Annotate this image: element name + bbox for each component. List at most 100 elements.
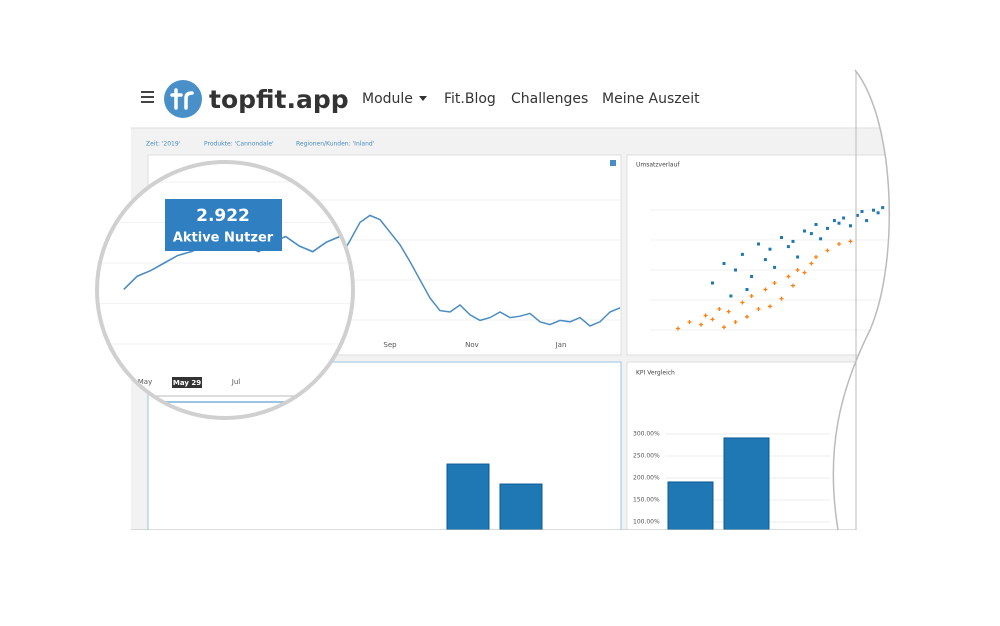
point [826, 226, 829, 230]
tooltip-value: 2.922 [196, 206, 250, 226]
x-tick-label: Nov [465, 341, 479, 349]
point [756, 307, 761, 311]
point [699, 322, 703, 327]
y-tick-label: 150.00% [633, 497, 660, 504]
point [745, 314, 749, 319]
point [802, 270, 807, 275]
bar [499, 483, 543, 530]
point [676, 326, 680, 331]
nav-item[interactable]: Challenges [511, 91, 588, 107]
point [872, 208, 875, 212]
point [865, 219, 869, 223]
point [734, 268, 737, 272]
torn-edge-cover [833, 60, 1000, 530]
point [837, 221, 841, 225]
point [786, 245, 790, 249]
point [763, 258, 767, 262]
bar [446, 463, 490, 530]
point [842, 216, 846, 220]
point [825, 248, 830, 253]
point [876, 211, 880, 215]
point [796, 255, 800, 259]
magnifier-ring [95, 160, 355, 420]
point [832, 219, 836, 223]
y-tick-label: 100.00% [633, 519, 660, 526]
bar [723, 437, 770, 530]
point [855, 213, 859, 217]
point [779, 296, 784, 301]
nav-item[interactable]: Module [362, 91, 413, 107]
point [791, 283, 795, 288]
y-tick-label: 300.00% [633, 431, 660, 438]
point [780, 236, 783, 239]
point [768, 304, 772, 309]
point [710, 317, 715, 322]
expand-icon[interactable] [610, 160, 616, 166]
point [703, 313, 708, 318]
dashboard: topfit.app Module Fit.Blog Challenges Me… [131, 71, 929, 530]
point [809, 232, 813, 236]
nav-item[interactable]: Fit.Blog [444, 91, 496, 107]
point [711, 281, 714, 285]
logo-icon [164, 80, 202, 118]
point [687, 320, 692, 324]
panel-title: KPI Vergleich [636, 370, 675, 377]
point [745, 288, 749, 291]
panel-title: Umsatzverlauf [636, 162, 680, 169]
tooltip-label: Aktive Nutzer [173, 231, 274, 246]
navbar [131, 71, 929, 128]
point [763, 287, 768, 292]
y-tick-label: 200.00% [633, 475, 660, 482]
point [881, 206, 885, 210]
zoom-tick-label: May [138, 378, 152, 386]
dropdown-caret [419, 96, 427, 101]
point [740, 300, 745, 305]
point [772, 281, 777, 285]
point [768, 247, 772, 251]
magnifier-bg [97, 162, 353, 418]
point [837, 242, 841, 246]
point [809, 261, 814, 266]
zoom-tooltip: May 29 [173, 379, 201, 387]
point [757, 242, 760, 246]
point [791, 239, 795, 243]
x-tick-label: Jan [555, 341, 567, 349]
point [722, 325, 726, 330]
filter[interactable]: Zeit: '2019' [146, 141, 181, 148]
point [860, 210, 864, 213]
point [733, 320, 738, 324]
point [819, 237, 823, 241]
plots: 300.00% 250.00% 200.00% 150.00% 100.00% [149, 199, 890, 530]
tooltip [165, 199, 282, 251]
point [726, 309, 731, 314]
logo-text[interactable]: topfit.app [209, 85, 349, 114]
zoom-tooltip-bg [172, 377, 202, 388]
point [814, 255, 818, 259]
point [722, 262, 726, 265]
torn-edge [832, 69, 891, 531]
point [750, 275, 754, 278]
point [803, 229, 806, 233]
bar [667, 481, 714, 530]
magnifier: May May 29 Jul 2.922 Aktive Nutzer [95, 160, 355, 420]
point [848, 239, 853, 244]
point [795, 268, 800, 272]
menu-icon[interactable] [141, 91, 154, 103]
point [814, 223, 818, 226]
point [749, 294, 754, 298]
y-tick-label: 250.00% [633, 453, 660, 460]
card-border [131, 71, 857, 530]
point [786, 274, 791, 279]
nav-item[interactable]: Meine Auszeit [602, 91, 700, 107]
filter[interactable]: Produkte: 'Cannondale' [204, 141, 274, 148]
point [773, 265, 777, 269]
point [849, 224, 852, 228]
filter[interactable]: Regionen/Kunden: 'Inland' [296, 141, 375, 148]
point [717, 307, 722, 311]
point [740, 252, 744, 256]
logo-glyph [170, 88, 194, 110]
zoom-tick-label: Jul [231, 378, 241, 386]
x-tick-label: Sep [383, 341, 397, 349]
